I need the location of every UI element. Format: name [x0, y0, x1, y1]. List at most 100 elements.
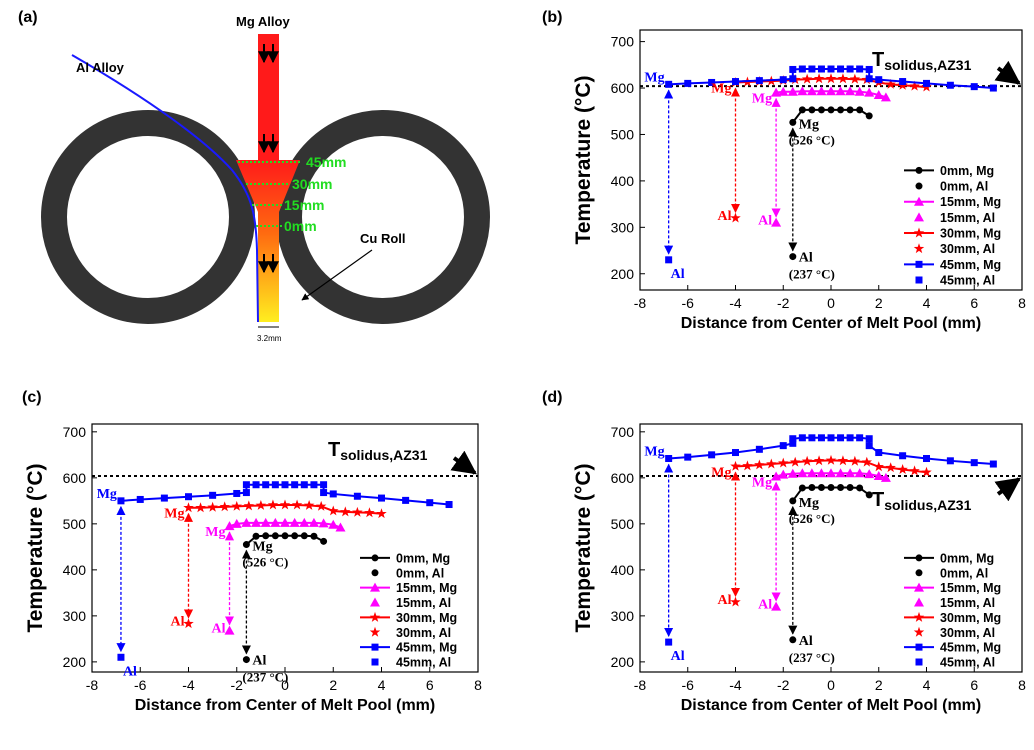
point	[315, 500, 327, 511]
point	[665, 455, 673, 463]
al-label: Al	[171, 615, 185, 630]
legend-marker	[370, 582, 380, 592]
point	[827, 483, 835, 491]
solidus-subscript: solidus,AZ31	[340, 447, 427, 463]
mg-label: Mg	[799, 496, 819, 511]
point	[242, 656, 250, 664]
x-tick-label: 6	[426, 677, 434, 693]
mg-alloy-label: Mg Alloy	[236, 14, 290, 29]
point	[241, 517, 252, 527]
point	[865, 65, 873, 73]
legend-marker	[915, 643, 923, 651]
x-tick-label: -8	[634, 295, 647, 311]
mg-label: Mg	[752, 92, 772, 107]
point	[778, 86, 789, 96]
point	[897, 464, 908, 474]
point	[242, 541, 250, 549]
point	[846, 483, 854, 491]
legend-marker	[914, 597, 924, 607]
legend-label: 0mm, Mg	[940, 164, 994, 178]
solidus-subscript: solidus,AZ31	[884, 497, 971, 513]
legend-marker	[370, 597, 380, 607]
point	[864, 87, 875, 97]
point	[837, 106, 845, 114]
legend-label: 45mm, Al	[940, 656, 995, 670]
legend-marker	[914, 582, 924, 592]
point	[854, 86, 865, 96]
y-tick-label: 700	[63, 424, 87, 440]
point	[730, 596, 741, 607]
point	[865, 75, 873, 83]
point	[779, 76, 787, 84]
point	[378, 494, 385, 502]
point	[880, 92, 891, 102]
legend-label: 15mm, Al	[940, 211, 995, 225]
x-tick-label: 8	[1018, 677, 1026, 693]
mg-note: (526 °C)	[789, 511, 835, 526]
level-lines	[238, 161, 302, 227]
point	[827, 106, 835, 114]
y-tick-label: 400	[611, 562, 635, 578]
point	[787, 86, 798, 96]
y-axis-label: Temperature (°C)	[572, 463, 595, 632]
point	[262, 481, 270, 489]
legend-marker	[371, 569, 379, 577]
legend-label: 15mm, Mg	[940, 581, 1001, 595]
point	[865, 435, 873, 443]
legend-label: 30mm, Al	[396, 626, 451, 640]
point	[402, 496, 410, 504]
point	[880, 472, 891, 482]
point	[798, 65, 806, 73]
legend-label: 0mm, Al	[940, 566, 988, 580]
point	[318, 518, 329, 528]
legend-marker	[915, 182, 923, 190]
point	[291, 499, 303, 510]
point	[271, 532, 279, 540]
point	[303, 499, 315, 510]
point	[219, 501, 230, 512]
chart: (d) 200 300 400 500 600 700 -8 -6 -4 -2 0 2 4 6 8 Distan…	[542, 389, 1026, 714]
point	[289, 517, 300, 527]
point	[837, 455, 849, 466]
legend-marker	[914, 212, 924, 222]
y-tick-label: 300	[63, 608, 87, 624]
x-tick-label: 8	[474, 677, 482, 693]
point	[708, 451, 716, 459]
point	[328, 519, 339, 529]
x-tick-label: -2	[231, 677, 244, 693]
al-note: (237 °C)	[242, 670, 288, 685]
roll-pointer	[301, 249, 373, 301]
point	[885, 78, 896, 89]
point	[789, 439, 797, 447]
x-tick-label: 4	[378, 677, 386, 693]
point	[183, 618, 194, 629]
point	[243, 500, 255, 511]
point	[789, 497, 797, 505]
y-tick-label: 600	[63, 470, 87, 486]
solidus-subscript: solidus,AZ31	[884, 57, 971, 73]
point	[845, 86, 856, 96]
point	[801, 455, 813, 466]
point	[260, 517, 271, 527]
point	[766, 458, 777, 469]
point	[826, 86, 836, 96]
legend-label: 30mm, Al	[940, 242, 995, 256]
legend-label: 0mm, Mg	[396, 551, 450, 565]
point	[730, 212, 741, 223]
level-label: 30mm	[292, 176, 332, 192]
legend-marker	[915, 276, 923, 284]
point	[817, 106, 825, 114]
point	[364, 507, 375, 518]
x-axis-label: Distance from Center of Melt Pool (mm)	[681, 315, 981, 332]
point	[873, 461, 884, 472]
point	[899, 78, 907, 86]
x-axis-label: Distance from Center of Melt Pool (mm)	[135, 697, 435, 714]
point	[742, 460, 753, 471]
x-tick-label: -4	[729, 677, 742, 693]
point	[797, 86, 808, 96]
al-label: Al	[718, 593, 732, 608]
mg-label: Mg	[205, 525, 225, 540]
mg-label: Mg	[97, 487, 117, 502]
point	[921, 466, 932, 477]
point	[816, 86, 827, 96]
